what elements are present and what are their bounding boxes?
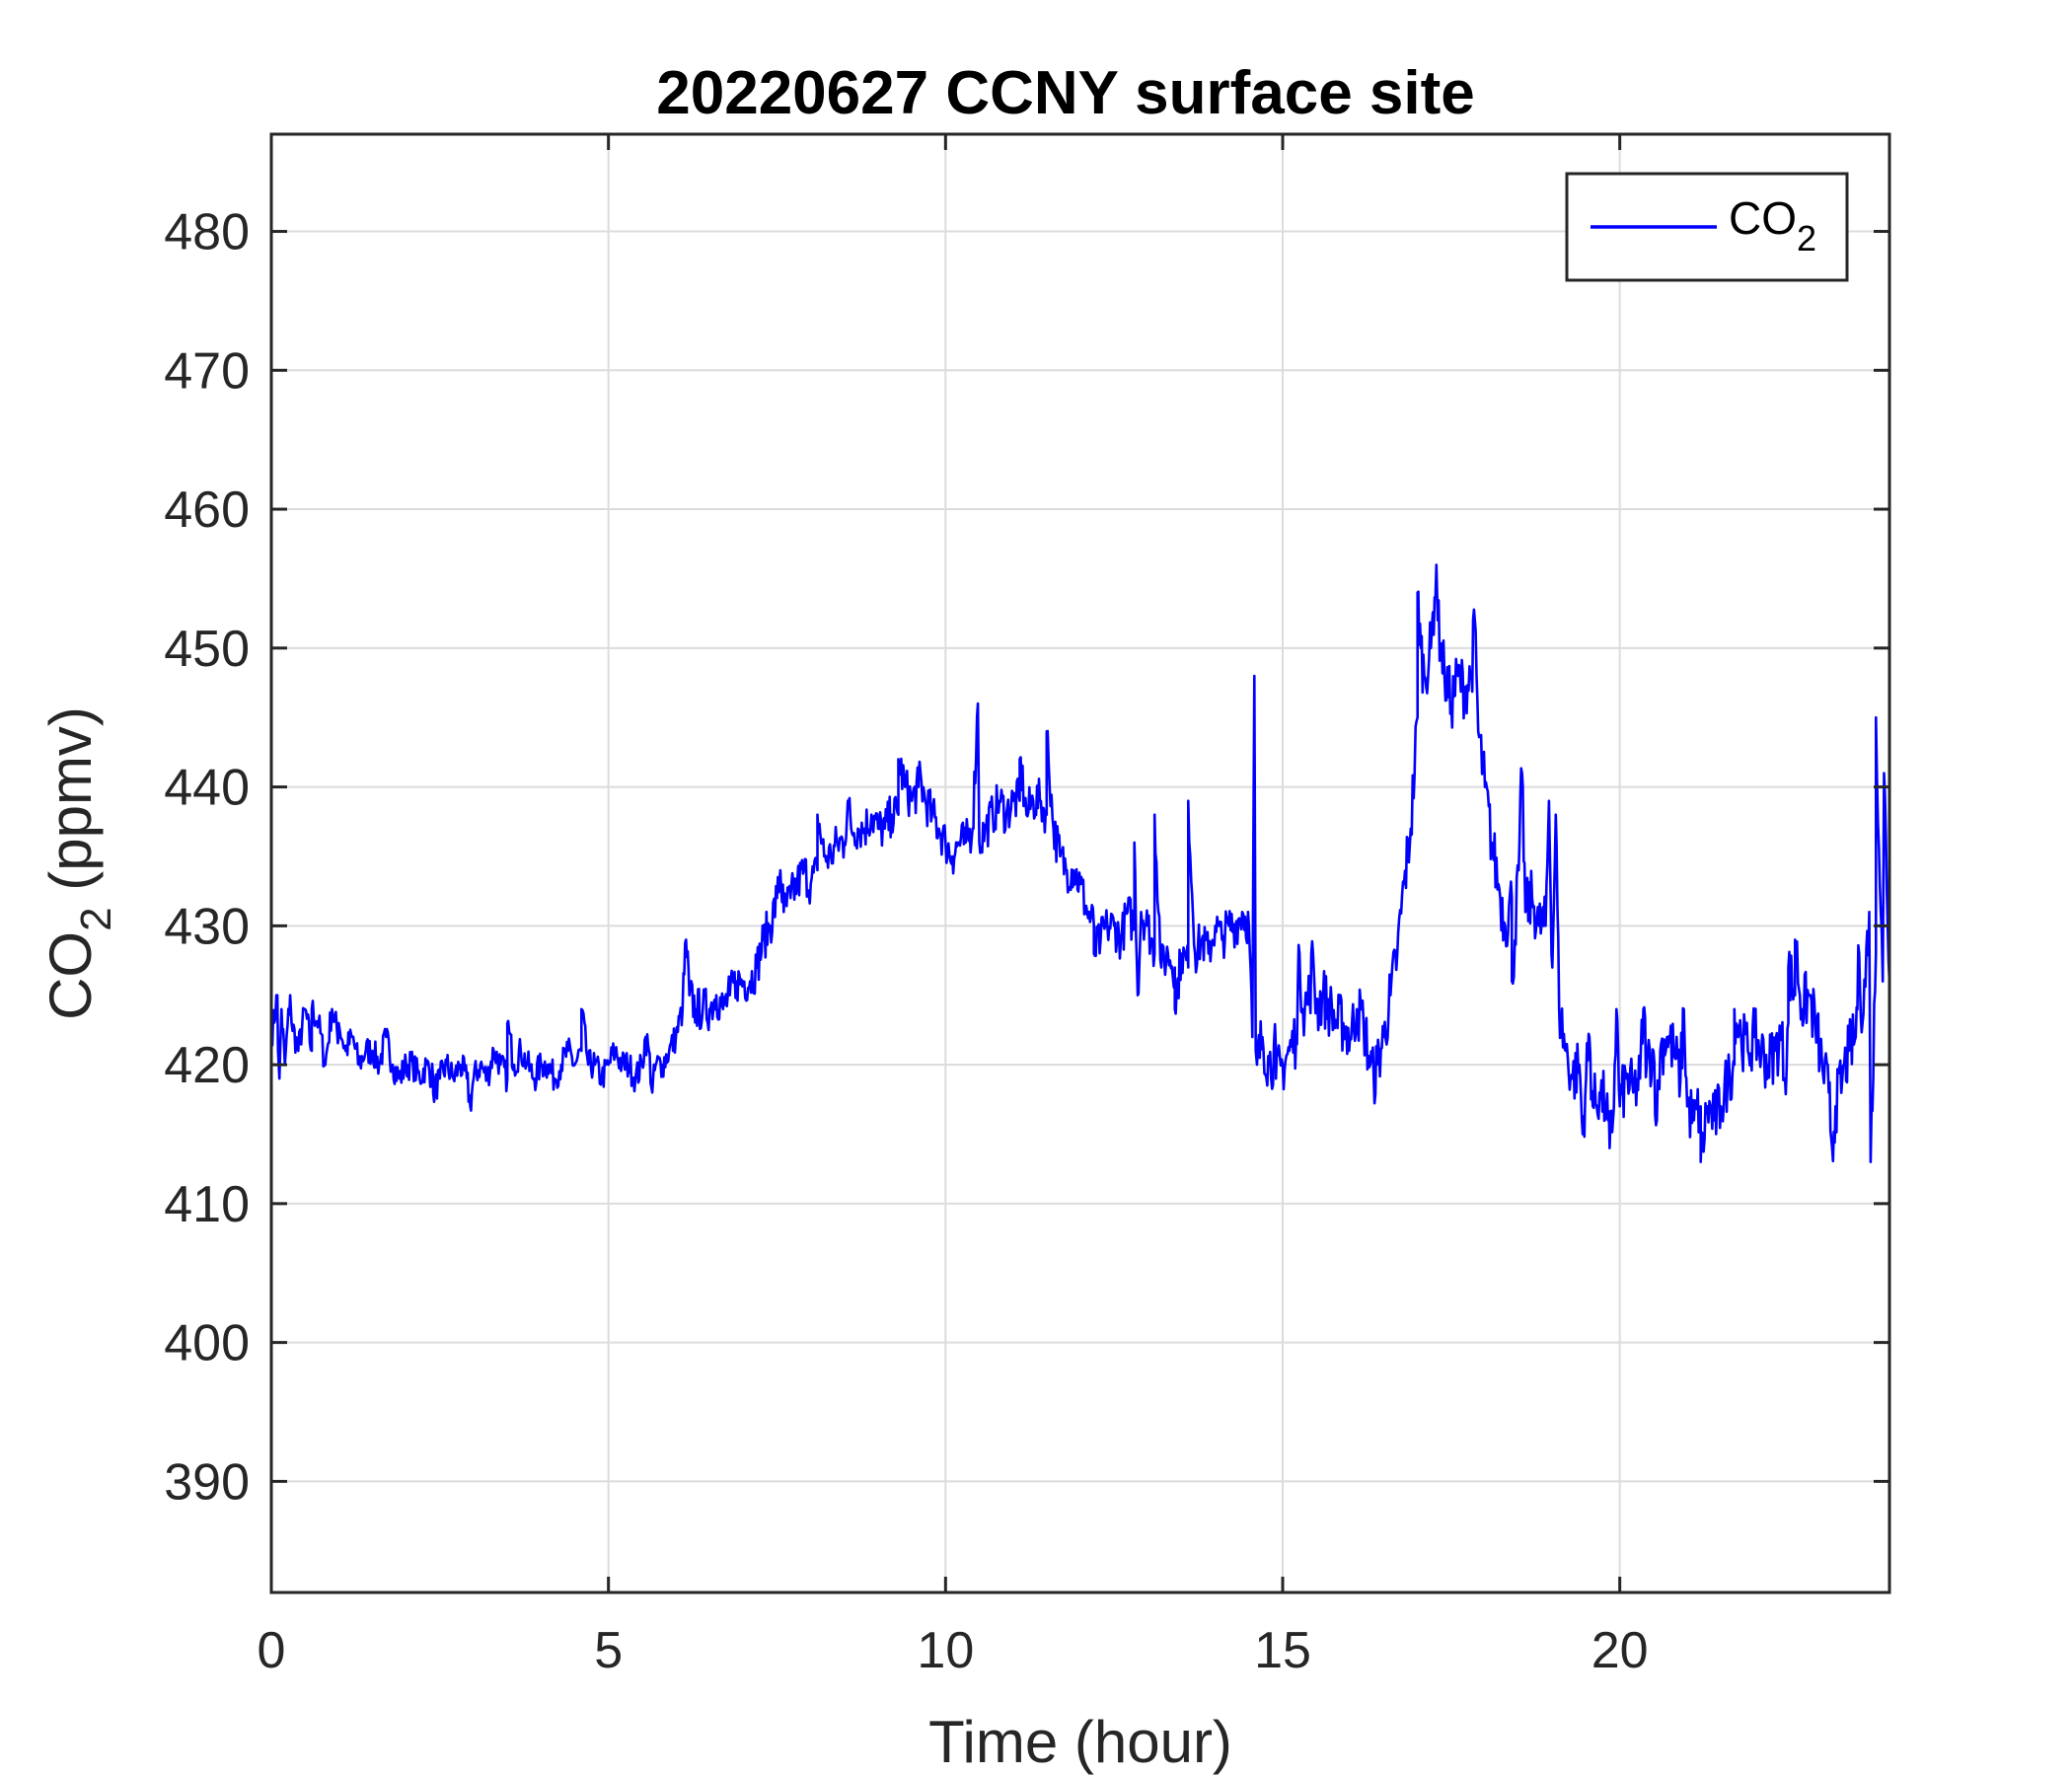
y-tick-label: 400 xyxy=(164,1315,250,1372)
y-tick-label: 410 xyxy=(164,1176,250,1233)
y-tick-label: 430 xyxy=(164,898,250,955)
legend-label-subscript: 2 xyxy=(1797,218,1816,259)
y-tick-label: 440 xyxy=(164,760,250,817)
co2-series-line xyxy=(269,563,1891,1163)
y-axis-label-base: CO xyxy=(37,931,104,1020)
legend-label: CO2 xyxy=(1729,192,1816,259)
y-axis-label-unit: (ppmv) xyxy=(37,706,104,907)
axes-box xyxy=(269,132,1891,1594)
y-tick-label: 390 xyxy=(164,1453,250,1511)
y-tick-label: 450 xyxy=(164,621,250,678)
y-tick-label: 420 xyxy=(164,1037,250,1094)
x-axis-label: Time (hour) xyxy=(928,1709,1232,1775)
x-tick-label: 20 xyxy=(1591,1622,1649,1679)
y-tick-label: 470 xyxy=(164,342,250,400)
legend: CO2 xyxy=(1565,172,1849,282)
legend-label-base: CO xyxy=(1729,192,1797,244)
chart-title: 20220627 CCNY surface site xyxy=(656,59,1475,127)
y-tick-label: 460 xyxy=(164,481,250,539)
y-axis-label: CO2 (ppmv) xyxy=(37,706,120,1020)
plot-area-series xyxy=(269,563,1891,1163)
axis-ticks: 0 5 10 15 20 390 400 410 420 430 440 450 460 470 480 xyxy=(164,134,1889,1679)
x-tick-label: 15 xyxy=(1254,1622,1311,1679)
y-axis-label-subscript: 2 xyxy=(72,907,120,930)
x-tick-label: 0 xyxy=(258,1622,286,1679)
x-tick-label: 5 xyxy=(594,1622,623,1679)
y-tick-label: 480 xyxy=(164,204,250,261)
x-tick-label: 10 xyxy=(917,1622,974,1679)
